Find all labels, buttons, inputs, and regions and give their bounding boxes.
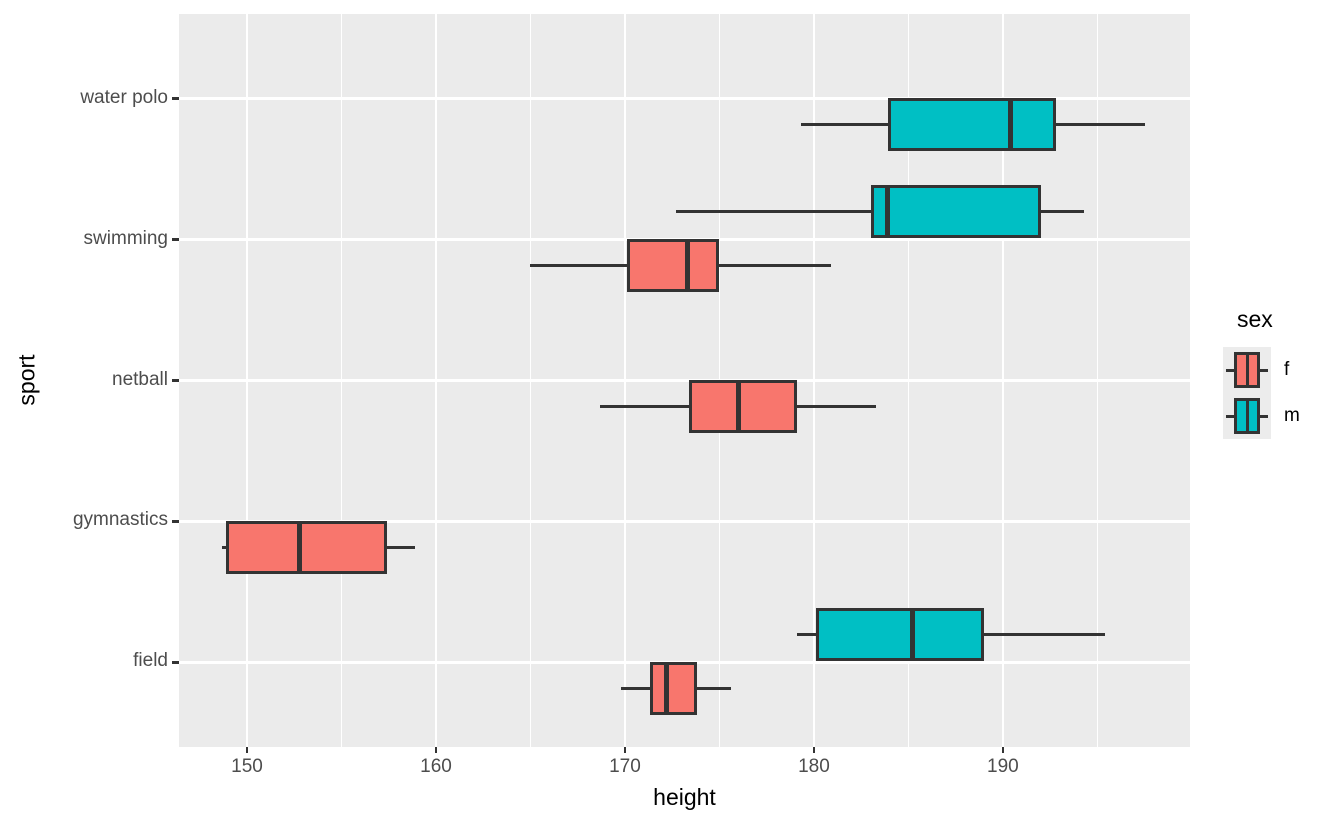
category-gridline xyxy=(179,520,1190,523)
y-tick-label: water polo xyxy=(80,86,168,108)
x-tick-mark xyxy=(623,747,627,753)
x-tick-mark xyxy=(434,747,438,753)
iqr-box xyxy=(689,380,797,433)
iqr-box xyxy=(815,607,984,661)
median-line xyxy=(684,240,690,292)
legend-key-m xyxy=(1223,393,1271,439)
y-tick-mark xyxy=(172,379,179,382)
iqr-box xyxy=(626,239,720,293)
y-tick-label: field xyxy=(133,650,168,672)
median-line xyxy=(664,662,670,714)
median-line xyxy=(909,608,915,660)
iqr-box xyxy=(887,98,1056,152)
median-line xyxy=(735,381,741,432)
iqr-box xyxy=(649,661,697,715)
legend-label-m: m xyxy=(1284,405,1300,426)
x-tick-label: 160 xyxy=(420,756,452,777)
y-tick-mark xyxy=(172,661,179,664)
legend-title: sex xyxy=(1237,306,1273,332)
y-axis-title: sport xyxy=(13,354,40,406)
y-tick-label: swimming xyxy=(83,227,168,249)
legend-label-f: f xyxy=(1284,359,1290,380)
legend-entry-m: m xyxy=(1223,393,1343,439)
median-line xyxy=(1007,99,1013,151)
y-tick-mark xyxy=(172,97,179,100)
y-tick-mark xyxy=(172,520,179,523)
iqr-box xyxy=(226,520,387,574)
x-tick-label: 190 xyxy=(987,756,1019,777)
x-axis-title: height xyxy=(653,784,716,810)
x-tick-label: 170 xyxy=(609,756,641,777)
iqr-box xyxy=(870,185,1041,239)
x-tick-label: 150 xyxy=(231,756,263,777)
x-tick-mark xyxy=(245,747,249,753)
median-line xyxy=(297,521,303,573)
category-gridline xyxy=(179,379,1190,382)
x-tick-mark xyxy=(812,747,816,753)
legend-key-median xyxy=(1245,352,1249,388)
x-tick-label: 180 xyxy=(798,756,830,777)
y-tick-label: netball xyxy=(112,368,168,390)
plot-panel xyxy=(179,14,1190,747)
legend-key-f xyxy=(1223,347,1271,393)
category-gridline xyxy=(179,97,1190,100)
y-tick-label: gymnastics xyxy=(72,509,168,531)
legend-entry-f: f xyxy=(1223,347,1343,393)
legend-key-median xyxy=(1245,398,1249,434)
x-tick-mark xyxy=(1001,747,1005,753)
median-line xyxy=(885,186,891,238)
y-tick-mark xyxy=(172,238,179,241)
